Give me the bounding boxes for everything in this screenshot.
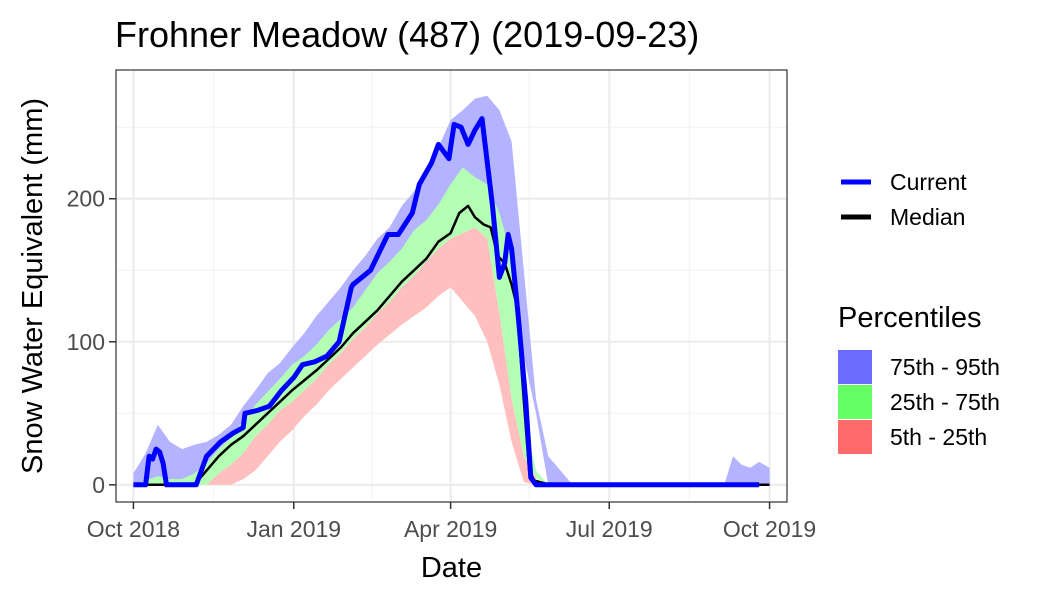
legend-percentile-label: 5th - 25th: [890, 424, 987, 450]
y-tick-label: 200: [67, 186, 105, 212]
x-tick-label: Apr 2019: [404, 516, 497, 542]
y-axis-title: Snow Water Equivalent (mm): [17, 98, 49, 474]
y-axis: 0 100 200: [67, 186, 116, 498]
y-tick-label: 0: [92, 472, 105, 498]
percentile-bands: [133, 95, 770, 485]
x-axis-title: Date: [421, 552, 482, 584]
band-25th-75th: [133, 167, 561, 485]
legend-percentiles: 75th - 95th 25th - 75th 5th - 25th: [838, 350, 1000, 454]
legend-percentile-swatch: [838, 350, 872, 384]
x-tick-label: Oct 2019: [723, 516, 816, 542]
legend-percentile-label: 25th - 75th: [890, 389, 1000, 415]
x-tick-label: Oct 2018: [87, 516, 180, 542]
band-5th-25th: [133, 227, 536, 485]
legend-percentile-swatch: [838, 385, 872, 419]
chart-title: Frohner Meadow (487) (2019-09-23): [115, 14, 699, 55]
legend-lines: Current Median: [841, 169, 967, 230]
y-tick-label: 100: [67, 329, 105, 355]
legend-median-label: Median: [890, 204, 965, 230]
band-75th-95th: [133, 95, 770, 485]
legend-percentile-swatch: [838, 420, 872, 454]
x-axis: Oct 2018 Jan 2019 Apr 2019 Jul 2019 Oct 2019: [87, 502, 816, 542]
x-tick-label: Jul 2019: [566, 516, 653, 542]
legend-percentile-label: 75th - 95th: [890, 354, 1000, 380]
legend-title: Percentiles: [838, 302, 981, 334]
series-lines: [133, 116, 770, 488]
series-current-line: [133, 116, 760, 488]
legend-current-label: Current: [890, 169, 967, 195]
x-tick-label: Jan 2019: [246, 516, 341, 542]
panel-border: [115, 69, 788, 503]
